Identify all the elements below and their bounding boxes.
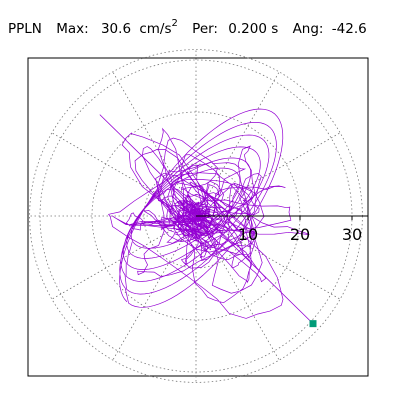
trace-spike (99, 114, 314, 324)
radial-tick-labels: 10 20 30 (238, 225, 362, 244)
angle-label: Ang: (292, 21, 324, 37)
radial-tick-label-20: 20 (290, 225, 310, 244)
max-label: Max: (56, 21, 89, 37)
plot-frame (27, 57, 369, 377)
unit-base: cm/s (139, 21, 172, 37)
period-label: Per: (192, 21, 218, 37)
trace-loops (119, 108, 284, 308)
station-code: PPLN (8, 21, 42, 37)
particle-motion-trace (99, 108, 314, 324)
radial-tick-label-10: 10 (238, 225, 258, 244)
max-value: 30.6 (100, 21, 132, 37)
radial-axis (196, 215, 368, 220)
endpoint-marker (309, 320, 317, 328)
markers (309, 320, 317, 328)
angle-value: -42.6 (331, 21, 367, 37)
chart-header: PPLN Max: 30.6 cm/s2 Per: 0.200 s Ang: -… (8, 18, 367, 37)
radial-tick-label-30: 30 (342, 225, 362, 244)
period-value: 0.200 s (228, 21, 279, 37)
unit-exponent: 2 (171, 18, 178, 29)
